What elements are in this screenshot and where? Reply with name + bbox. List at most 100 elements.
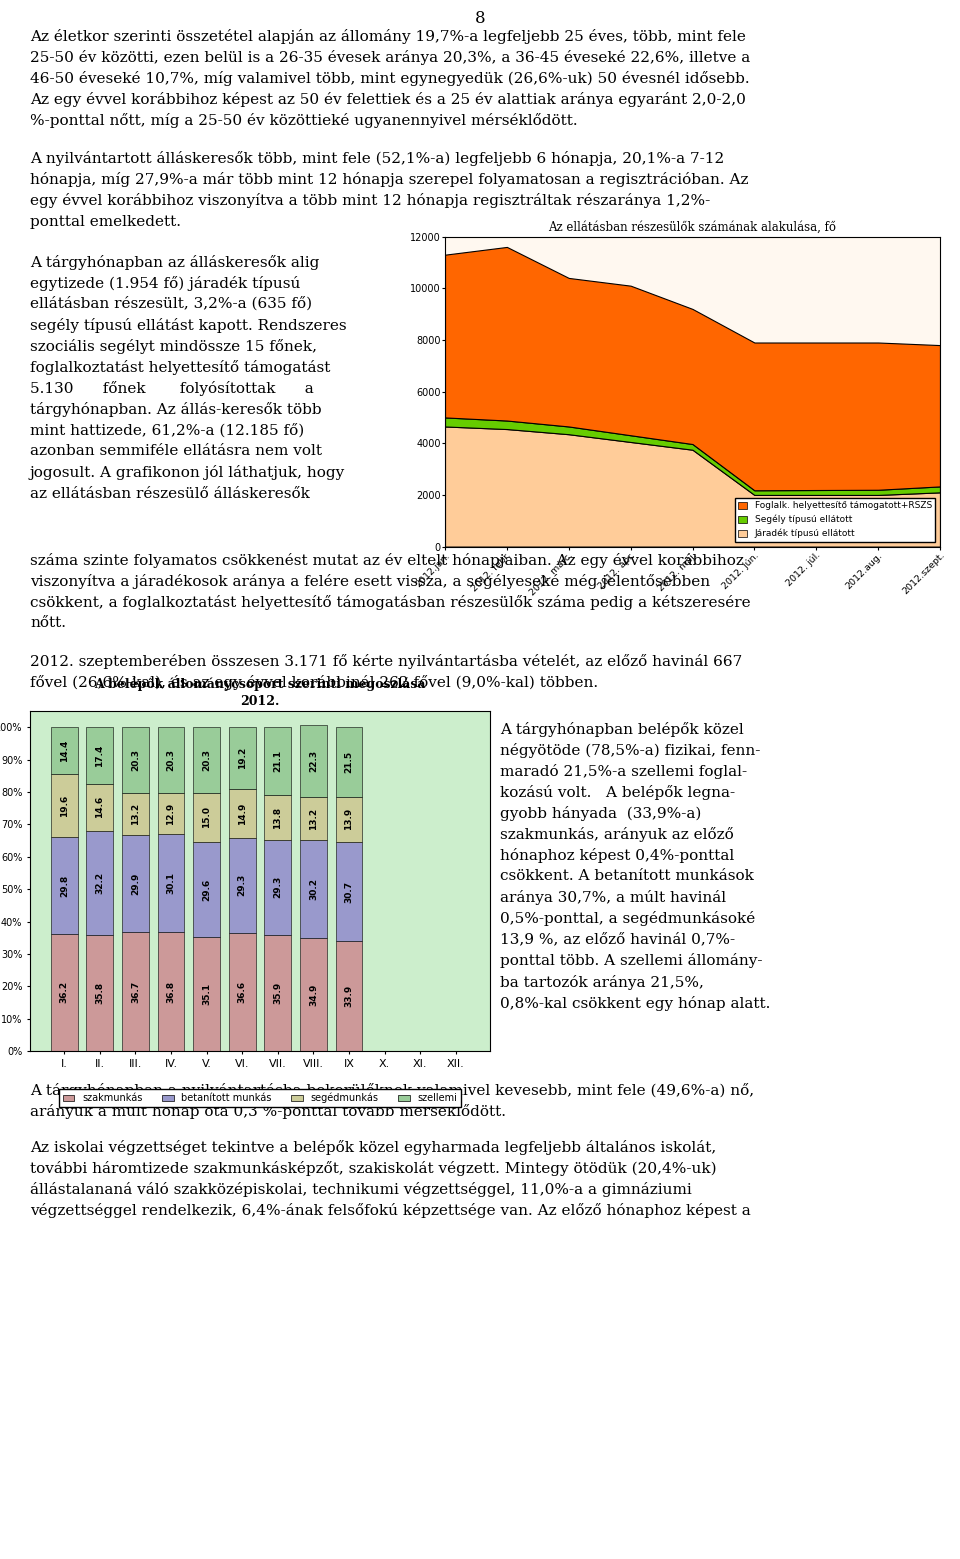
Text: 36.7: 36.7	[131, 981, 140, 1002]
Text: 13.2: 13.2	[309, 808, 318, 829]
Text: az ellátásban részesülő álláskeresők: az ellátásban részesülő álláskeresők	[30, 486, 310, 500]
Bar	[157, 726, 184, 792]
Text: azonban semmiféle ellátásra nem volt: azonban semmiféle ellátásra nem volt	[30, 444, 322, 458]
Bar	[300, 939, 326, 1051]
Bar	[228, 789, 255, 837]
Text: szociális segélyt mindössze 15 főnek,: szociális segélyt mindössze 15 főnek,	[30, 338, 317, 354]
Text: 29.3: 29.3	[238, 875, 247, 896]
Text: hónapja, míg 27,9%-a már több mint 12 hónapja szerepel folyamatosan a regisztrác: hónapja, míg 27,9%-a már több mint 12 hó…	[30, 173, 749, 187]
Text: 2012.: 2012.	[240, 695, 279, 708]
Text: 14.4: 14.4	[60, 739, 69, 762]
Text: mint hattizede, 61,2%-a (12.185 fő): mint hattizede, 61,2%-a (12.185 fő)	[30, 422, 304, 438]
Bar	[300, 725, 326, 798]
Text: 5.130      főnek       folyósítottak      a: 5.130 főnek folyósítottak a	[30, 380, 314, 396]
Bar	[122, 836, 149, 932]
Bar	[264, 935, 291, 1051]
Text: 32.2: 32.2	[95, 871, 105, 893]
Bar	[336, 842, 362, 942]
Text: 36.8: 36.8	[166, 981, 176, 1002]
Text: A tárgyhónapban a nyilvántartásba bekerülőknek valamivel kevesebb, mint fele (49: A tárgyhónapban a nyilvántartásba bekerü…	[30, 1082, 755, 1098]
Text: ellátásban részesült, 3,2%-a (635 fő): ellátásban részesült, 3,2%-a (635 fő)	[30, 296, 312, 312]
Text: 29.6: 29.6	[203, 878, 211, 901]
Text: további háromtizede szakmunkásképzőt, szakiskolát végzett. Mintegy ötödük (20,4%: további háromtizede szakmunkásképzőt, sz…	[30, 1160, 716, 1175]
Text: csökkent. A betanított munkások: csökkent. A betanított munkások	[500, 870, 754, 882]
Text: fővel (26,6%-kal), és az egy évvel korábbinál 262 fővel (9,0%-kal) többen.: fővel (26,6%-kal), és az egy évvel koráb…	[30, 675, 598, 691]
Bar	[228, 932, 255, 1051]
Bar	[122, 932, 149, 1051]
Text: 19.6: 19.6	[60, 795, 69, 817]
Text: segély típusú ellátást kapott. Rendszeres: segély típusú ellátást kapott. Rendszere…	[30, 318, 347, 332]
Bar	[336, 942, 362, 1051]
Text: egytizede (1.954 fő) járadék típusú: egytizede (1.954 fő) járadék típusú	[30, 276, 300, 290]
Bar	[193, 842, 220, 937]
Bar	[157, 834, 184, 932]
Text: 22.3: 22.3	[309, 750, 318, 772]
Bar	[86, 784, 113, 831]
Text: 13.8: 13.8	[274, 806, 282, 829]
Text: 34.9: 34.9	[309, 984, 318, 1006]
Bar	[51, 773, 78, 837]
Text: ponttal több. A szellemi állomány-: ponttal több. A szellemi állomány-	[500, 954, 762, 968]
Text: 0,8%-kal csökkent egy hónap alatt.: 0,8%-kal csökkent egy hónap alatt.	[500, 996, 770, 1010]
Text: négyötöde (78,5%-a) fizikai, fenn-: négyötöde (78,5%-a) fizikai, fenn-	[500, 742, 760, 758]
Bar	[51, 726, 78, 773]
Legend: Foglalk. helyettesítő támogatott+RSZS, Segély típusú ellátott, Járadék típusú el: Foglalk. helyettesítő támogatott+RSZS, S…	[734, 497, 935, 543]
Bar	[51, 934, 78, 1051]
Text: kozású volt.   A belépők legna-: kozású volt. A belépők legna-	[500, 784, 735, 800]
Text: 12.9: 12.9	[166, 803, 176, 825]
Text: Az iskolai végzettséget tekintve a belépők közel egyharmada legfeljebb általános: Az iskolai végzettséget tekintve a belép…	[30, 1140, 716, 1155]
Bar	[193, 726, 220, 794]
Bar	[157, 792, 184, 834]
Text: 13.2: 13.2	[131, 803, 140, 825]
Text: száma szinte folyamatos csökkenést mutat az év eltelt hónapjaiban. Az egy évvel : száma szinte folyamatos csökkenést mutat…	[30, 553, 744, 567]
Bar	[228, 726, 255, 789]
Text: 15.0: 15.0	[203, 806, 211, 828]
Text: gyobb hányada  (33,9%-a): gyobb hányada (33,9%-a)	[500, 806, 702, 822]
Text: 14.6: 14.6	[95, 797, 105, 818]
Text: 36.6: 36.6	[238, 981, 247, 1002]
Text: tárgyhónapban. Az állás-keresők több: tárgyhónapban. Az állás-keresők több	[30, 402, 322, 418]
Bar	[86, 935, 113, 1051]
Text: 30.2: 30.2	[309, 878, 318, 900]
Bar	[86, 831, 113, 935]
Bar	[300, 840, 326, 939]
Bar	[264, 726, 291, 795]
Text: 33.9: 33.9	[345, 985, 353, 1007]
Text: nőtt.: nőtt.	[30, 616, 66, 630]
Bar	[336, 797, 362, 842]
Text: Az egy évvel korábbihoz képest az 50 év felettiek és a 25 év alattiak aránya egy: Az egy évvel korábbihoz képest az 50 év …	[30, 92, 746, 108]
Bar	[264, 840, 291, 935]
Text: 20.3: 20.3	[203, 748, 211, 772]
Text: 35.1: 35.1	[203, 984, 211, 1006]
Text: 35.8: 35.8	[95, 982, 105, 1004]
Text: 13,9 %, az előző havinál 0,7%-: 13,9 %, az előző havinál 0,7%-	[500, 932, 735, 946]
Text: %-ponttal nőtt, míg a 25-50 év közöttieké ugyanennyivel mérséklődött.: %-ponttal nőtt, míg a 25-50 év közöttiek…	[30, 114, 578, 128]
Text: 46-50 éveseké 10,7%, míg valamivel több, mint egynegyedük (26,6%-uk) 50 évesnél : 46-50 éveseké 10,7%, míg valamivel több,…	[30, 72, 750, 86]
Text: végzettséggel rendelkezik, 6,4%-ának felsőfokú képzettsége van. Az előző hónapho: végzettséggel rendelkezik, 6,4%-ának fel…	[30, 1204, 751, 1218]
Text: 14.9: 14.9	[238, 803, 247, 825]
Legend: szakmunkás, betanított munkás, segédmunkás, szellemi: szakmunkás, betanított munkás, segédmunk…	[59, 1090, 461, 1107]
Text: 29.8: 29.8	[60, 875, 69, 896]
Bar	[193, 937, 220, 1051]
Bar	[122, 792, 149, 836]
Text: Az életkor szerinti összetétel alapján az állomány 19,7%-a legfeljebb 25 éves, t: Az életkor szerinti összetétel alapján a…	[30, 30, 746, 44]
Text: egy évvel korábbihoz viszonyítva a több mint 12 hónapja regisztráltak részaránya: egy évvel korábbihoz viszonyítva a több …	[30, 193, 710, 209]
Text: jogosult. A grafikonon jól láthatjuk, hogy: jogosult. A grafikonon jól láthatjuk, ho…	[30, 466, 346, 480]
Text: ba tartozók aránya 21,5%,: ba tartozók aránya 21,5%,	[500, 974, 704, 990]
Text: hónaphoz képest 0,4%-ponttal: hónaphoz képest 0,4%-ponttal	[500, 848, 734, 864]
Text: 20.3: 20.3	[131, 748, 140, 770]
Text: 30.1: 30.1	[166, 871, 176, 895]
Bar	[264, 795, 291, 840]
Text: 35.9: 35.9	[274, 982, 282, 1004]
Text: aránya 30,7%, a múlt havinál: aránya 30,7%, a múlt havinál	[500, 890, 726, 906]
Text: foglalkoztatást helyettesítő támogatást: foglalkoztatást helyettesítő támogatást	[30, 360, 330, 376]
Text: csökkent, a foglalkoztatást helyettesítő támogatásban részesülők száma pedig a k: csökkent, a foglalkoztatást helyettesítő…	[30, 596, 751, 610]
Text: 21.1: 21.1	[274, 750, 282, 772]
Text: állástalananá váló szakközépiskolai, technikumi végzettséggel, 11,0%-a a gimnázi: állástalananá váló szakközépiskolai, tec…	[30, 1182, 692, 1197]
Text: 20.3: 20.3	[166, 748, 176, 770]
Text: A nyilvántartott álláskeresők több, mint fele (52,1%-a) legfeljebb 6 hónapja, 20: A nyilvántartott álláskeresők több, mint…	[30, 151, 724, 167]
Text: A tárgyhónapban belépők közel: A tárgyhónapban belépők közel	[500, 722, 744, 736]
Text: 30.7: 30.7	[345, 881, 353, 903]
Text: maradó 21,5%-a szellemi foglal-: maradó 21,5%-a szellemi foglal-	[500, 764, 747, 780]
Text: A belépők állománycsoport szerinti megoszlása: A belépők állománycsoport szerinti megos…	[94, 677, 425, 691]
